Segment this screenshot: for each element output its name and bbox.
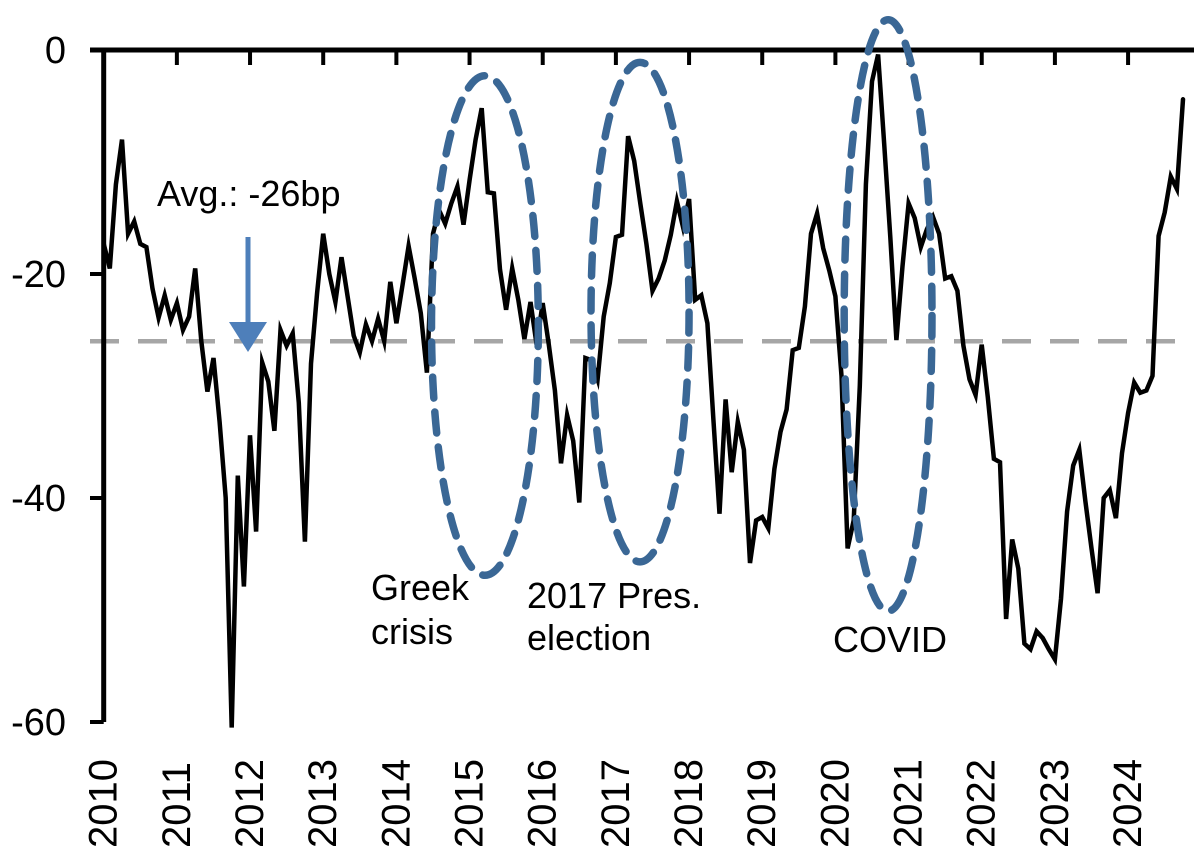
x-axis-label-2017: 2017: [594, 759, 638, 848]
average-annotation-text: Avg.: -26bp: [157, 173, 340, 214]
x-axis-label-2021: 2021: [887, 759, 931, 848]
event-label-1-line-1: election: [527, 617, 651, 658]
event-label-1-line-0: 2017 Pres.: [527, 575, 701, 616]
x-axis-label-2018: 2018: [667, 759, 711, 848]
event-ellipse-0: [427, 72, 543, 580]
x-axis-label-2015: 2015: [448, 759, 492, 848]
y-axis-label--60: -60: [11, 702, 66, 744]
x-axis-label-2022: 2022: [960, 759, 1004, 848]
y-axis-label--40: -40: [11, 478, 66, 520]
y-axis-label-0: 0: [45, 30, 66, 72]
x-axis-label-2013: 2013: [301, 759, 345, 848]
event-ellipse-2: [840, 16, 936, 615]
average-arrow-head: [229, 322, 267, 352]
x-axis-label-2019: 2019: [740, 759, 784, 848]
x-axis-label-2011: 2011: [155, 762, 199, 848]
event-label-0-line-1: crisis: [371, 611, 453, 652]
event-label-2-line-0: COVID: [833, 619, 947, 660]
x-axis-label-2020: 2020: [813, 759, 857, 848]
event-ellipse-1: [587, 58, 693, 566]
x-axis-label-2012: 2012: [228, 759, 272, 848]
event-label-0-line-0: Greek: [371, 567, 470, 608]
x-axis-label-2010: 2010: [82, 759, 126, 848]
x-axis-label-2014: 2014: [374, 759, 418, 848]
x-axis-label-2023: 2023: [1033, 759, 1077, 848]
y-axis-label--20: -20: [11, 254, 66, 296]
x-axis-label-2024: 2024: [1106, 759, 1150, 848]
spread-series-line: [101, 54, 1186, 728]
x-axis-label-2016: 2016: [521, 759, 565, 848]
